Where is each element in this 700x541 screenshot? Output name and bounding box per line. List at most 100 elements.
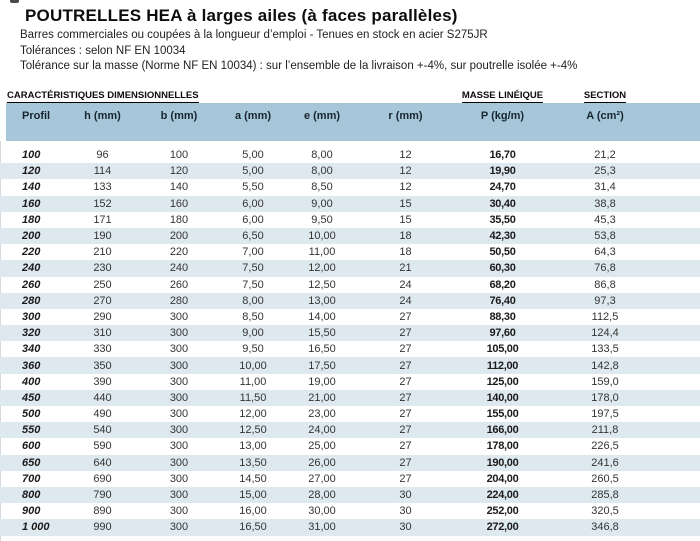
table-row: 200 190 200 6,50 10,00 18 42,30 53,8 [0,227,700,245]
cell-h-mm: 990 [93,521,112,534]
cell-profil: 360 [22,359,41,372]
cell-r-mm: 18 [399,230,412,243]
cell-h-mm: 171 [93,213,112,226]
cell-e-mm: 15,50 [308,327,336,340]
table-row: 120 114 120 5,00 8,00 12 19,90 25,3 [0,163,700,180]
cell-p-kg-m: 204,00 [486,472,519,485]
cell-e-mm: 11,00 [308,246,336,259]
cell-e-mm: 9,50 [311,213,333,226]
cell-p-kg-m: 125,00 [486,375,519,388]
cell-a-mm: 16,50 [239,521,267,534]
cell-b-mm: 240 [169,262,189,275]
cell-h-mm: 210 [93,246,112,259]
cell-p-kg-m: 112,00 [486,359,519,372]
cell-a-cm2: 197,5 [591,408,619,421]
cell-h-mm: 390 [93,375,112,388]
cell-a-mm: 16,00 [239,505,267,518]
cell-profil: 500 [22,408,41,421]
cell-profil: 600 [22,440,41,453]
cell-profil: 900 [22,505,41,518]
cell-e-mm: 13,00 [308,294,336,307]
cell-b-mm: 180 [169,213,189,226]
cell-a-mm: 5,50 [242,181,264,194]
cell-e-mm: 19,00 [308,375,336,388]
table-row: 140 133 140 5,50 8,50 12 24,70 31,4 [0,179,700,195]
cell-p-kg-m: 178,00 [486,440,519,453]
subtitle-line-2: Tolérances : selon NF EN 10034 [20,44,186,57]
cell-p-kg-m: 88,30 [489,310,516,323]
column-header-p-kg-m: P (kg/m) [480,110,525,122]
cell-a-cm2: 53,8 [594,230,616,243]
cell-r-mm: 30 [399,489,412,502]
cell-b-mm: 300 [169,472,189,485]
cell-p-kg-m: 50,50 [489,246,516,259]
column-header-a-mm: a (mm) [234,110,272,122]
cell-a-cm2: 124,4 [591,327,619,340]
cell-h-mm: 540 [93,424,112,437]
cell-a-cm2: 21,2 [594,149,616,162]
cell-p-kg-m: 35,50 [489,213,516,226]
cell-a-mm: 15,00 [239,489,267,502]
cell-b-mm: 300 [169,391,189,404]
cell-p-kg-m: 68,20 [489,278,516,291]
cell-b-mm: 220 [169,246,189,259]
cell-a-cm2: 178,0 [591,391,619,404]
cell-a-mm: 6,00 [242,197,264,210]
cell-profil: 800 [22,489,41,502]
cell-r-mm: 27 [399,310,412,323]
cell-p-kg-m: 60,30 [489,262,516,275]
cell-r-mm: 30 [399,505,412,518]
cell-a-cm2: 159,0 [591,375,619,388]
cell-a-cm2: 112,5 [591,310,619,323]
table-row: 800 790 300 15,00 28,00 30 224,00 285,8 [0,486,700,504]
table-row: 240 230 240 7,50 12,00 21 60,30 76,8 [0,260,700,277]
table-row: 400 390 300 11,00 19,00 27 125,00 159,0 [0,374,700,390]
cell-e-mm: 26,00 [308,456,336,469]
cell-a-cm2: 285,8 [591,489,619,502]
cell-a-cm2: 64,3 [594,246,616,259]
cell-profil: 100 [22,149,41,162]
scan-edge-line [0,103,1,541]
cell-h-mm: 152 [93,197,112,210]
cell-e-mm: 27,00 [308,472,336,485]
cell-e-mm: 8,50 [311,181,333,194]
cell-r-mm: 27 [399,440,412,453]
cell-a-mm: 13,50 [239,456,267,469]
cell-a-mm: 8,00 [242,294,264,307]
cell-b-mm: 300 [169,424,189,437]
cell-e-mm: 25,00 [308,440,336,453]
table-row: 300 290 300 8,50 14,00 27 88,30 112,5 [0,309,700,325]
cell-e-mm: 23,00 [308,408,336,421]
cell-e-mm: 24,00 [308,424,336,437]
cell-p-kg-m: 166,00 [486,424,519,437]
cell-h-mm: 640 [93,456,112,469]
cell-h-mm: 310 [93,327,112,340]
table-body: 100 96 100 5,00 8,00 12 16,70 21,2 120 114 120 5,00… [0,147,700,536]
cell-a-mm: 9,50 [242,343,264,356]
cell-a-cm2: 38,8 [594,197,616,210]
section-header-section: SECTION [550,90,660,104]
cell-profil: 300 [22,310,41,323]
cell-profil: 160 [22,197,41,210]
cell-e-mm: 28,00 [308,489,336,502]
table-row: 260 250 260 7,50 12,50 24 68,20 86,8 [0,277,700,293]
cell-h-mm: 290 [93,310,112,323]
cell-b-mm: 140 [169,181,189,194]
cell-p-kg-m: 24,70 [489,181,516,194]
cell-h-mm: 270 [93,294,112,307]
cell-profil: 120 [22,165,41,178]
cell-b-mm: 260 [169,278,189,291]
cell-a-mm: 5,00 [242,149,264,162]
cell-e-mm: 8,00 [311,149,333,162]
cell-h-mm: 133 [93,181,112,194]
column-header-a-cm2: A (cm²) [586,110,624,122]
table-row: 220 210 220 7,00 11,00 18 50,50 64,3 [0,244,700,260]
table-row: 450 440 300 11,50 21,00 27 140,00 178,0 [0,389,700,406]
cell-p-kg-m: 272,00 [486,521,519,534]
cell-profil: 340 [22,343,41,356]
cell-e-mm: 12,50 [308,278,336,291]
cell-a-mm: 7,50 [242,262,264,275]
cell-r-mm: 30 [399,521,412,534]
cell-p-kg-m: 190,00 [486,456,519,469]
